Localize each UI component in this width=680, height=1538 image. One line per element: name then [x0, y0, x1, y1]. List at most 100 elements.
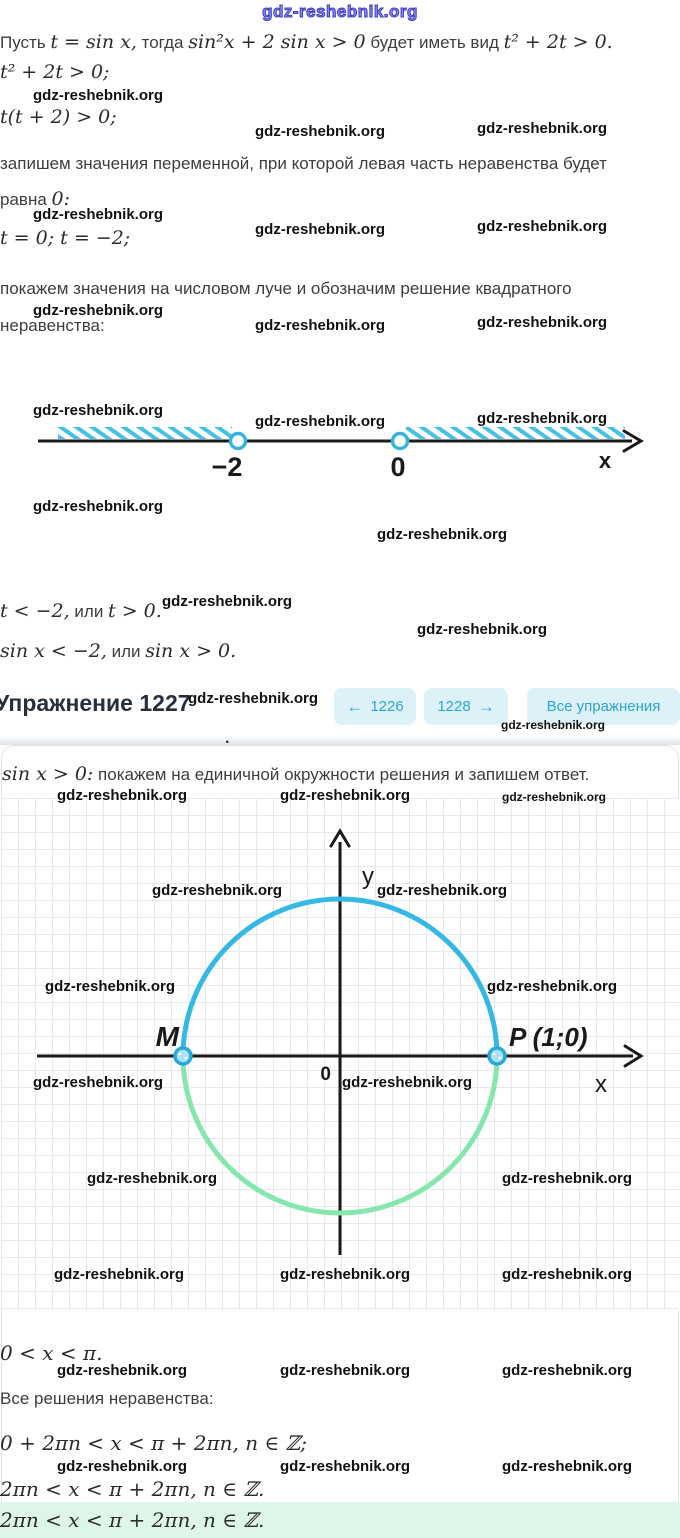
explanation-text: или — [69, 602, 109, 621]
watermark: gdz-reshebnik.org — [152, 882, 283, 899]
explanation-text: или — [106, 642, 146, 661]
watermark: gdz-reshebnik.org — [377, 882, 508, 899]
watermark: gdz-reshebnik.org — [477, 314, 608, 331]
watermark: gdz-reshebnik.org — [262, 2, 418, 22]
point-label-zero: 0 — [390, 452, 405, 482]
equation: 2πn < x < π + 2πn, n ∈ ℤ. — [0, 1477, 265, 1501]
explanation-line: неравенства: — [0, 316, 105, 336]
watermark: gdz-reshebnik.org — [280, 1458, 411, 1475]
explanation-text: равна — [0, 190, 52, 209]
upper-semicircle-arc-highlighted — [180, 896, 500, 1057]
statement-text: тогда — [136, 33, 189, 52]
arrow-left-icon: ← — [346, 697, 364, 716]
equation: sin x > 0: — [2, 763, 94, 785]
equation-line: t < −2, или t > 0. — [0, 600, 162, 622]
explanation-text: Все решения неравенства: — [0, 1389, 214, 1408]
marker-dot — [178, 1052, 182, 1056]
final-answer-highlight: 2πn < x < π + 2πn, n ∈ ℤ. — [0, 1502, 680, 1538]
next-exercise-button[interactable]: 1228 → — [424, 688, 508, 725]
watermark: gdz-reshebnik.org — [33, 302, 164, 319]
shaded-interval-right — [406, 427, 625, 439]
watermark: gdz-reshebnik.org — [162, 593, 293, 610]
statement-math: t = sin x, — [50, 31, 137, 53]
equation: t < −2, — [0, 600, 70, 622]
equation-line: 2πn < x < π + 2πn, n ∈ ℤ. — [0, 1477, 264, 1501]
stray-period: . — [225, 730, 230, 747]
statement-line: Пусть t = sin x, тогда sin²x + 2 sin x >… — [0, 31, 613, 53]
watermark: gdz-reshebnik.org — [280, 1362, 411, 1379]
explanation-line: Все решения неравенства: — [0, 1389, 214, 1409]
explanation-line: sin x > 0: покажем на единичной окружнос… — [2, 763, 589, 785]
all-exercises-button[interactable]: Все упражнения — [527, 688, 680, 725]
watermark: gdz-reshebnik.org — [280, 1266, 411, 1283]
watermark: gdz-reshebnik.org — [33, 87, 164, 104]
point-label-minus2: −2 — [212, 452, 243, 482]
watermark: gdz-reshebnik.org — [377, 526, 508, 543]
watermark: gdz-reshebnik.org — [255, 413, 386, 430]
final-answer: 2πn < x < π + 2πn, n ∈ ℤ. — [0, 1508, 265, 1532]
watermark: gdz-reshebnik.org — [33, 498, 164, 515]
explanation-text: неравенства: — [0, 316, 105, 335]
prev-exercise-number: 1226 — [370, 698, 404, 715]
equation: t > 0. — [108, 600, 162, 622]
point-M-marker — [173, 1046, 193, 1066]
axis-label-x: x — [599, 448, 612, 473]
statement-text: Пусть — [0, 33, 51, 52]
grid-background: y x 0 M P (1;0) — [1, 798, 679, 1310]
statement-math: t² + 2t > 0. — [503, 31, 613, 53]
equation: 0 < x < π. — [0, 1341, 103, 1365]
marker-dot — [184, 1056, 188, 1060]
explanation-line: покажем значения на числовом луче и обоз… — [0, 279, 572, 299]
exercise-title: Упражнение 1227 — [0, 690, 191, 716]
marker-dot — [492, 1052, 496, 1056]
equation: t = 0; t = −2; — [0, 227, 131, 249]
equation: sin x < −2, — [0, 640, 107, 662]
watermark: gdz-reshebnik.org — [57, 1362, 188, 1379]
x-axis-arrow-icon — [623, 1044, 644, 1068]
watermark: gdz-reshebnik.org — [417, 621, 548, 638]
x-axis-label: x — [595, 1071, 607, 1098]
statement-text: будет иметь вид — [365, 33, 504, 52]
watermark: gdz-reshebnik.org — [255, 123, 386, 140]
watermark: gdz-reshebnik.org — [487, 978, 618, 995]
origin-label: 0 — [320, 1064, 331, 1085]
axis-arrow-icon — [622, 429, 644, 453]
point-P-marker — [487, 1046, 507, 1066]
equation: t(t + 2) > 0; — [0, 106, 117, 128]
watermark: gdz-reshebnik.org — [502, 790, 607, 804]
watermark: gdz-reshebnik.org — [502, 1266, 633, 1283]
y-axis-label: y — [362, 863, 374, 890]
point-M-label: M — [156, 1021, 180, 1052]
watermark: gdz-reshebnik.org — [54, 1266, 185, 1283]
next-exercise-number: 1228 — [437, 698, 471, 715]
equation: sin x > 0. — [145, 640, 237, 662]
number-line-figure: −2 0 x — [38, 427, 644, 482]
watermark: gdz-reshebnik.org — [502, 1170, 633, 1187]
watermark: gdz-reshebnik.org — [33, 402, 164, 419]
y-axis-arrow-icon — [329, 828, 351, 848]
watermark: gdz-reshebnik.org — [57, 787, 188, 804]
marker-dot — [498, 1056, 502, 1060]
equation: 0 + 2πn < x < π + 2πn, n ∈ ℤ; — [0, 1431, 307, 1455]
explanation-text: запишем значения переменной, при которой… — [0, 154, 607, 173]
shaded-interval-left — [58, 427, 232, 439]
equation-line: t = 0; t = −2; — [0, 227, 130, 249]
watermark: gdz-reshebnik.org — [255, 317, 386, 334]
explanation-line: запишем значения переменной, при которой… — [0, 154, 607, 174]
open-point-minus2 — [228, 431, 248, 451]
watermark: gdz-reshebnik.org — [501, 718, 606, 732]
watermark: gdz-reshebnik.org — [342, 1074, 473, 1091]
equation-line: sin x < −2, или sin x > 0. — [0, 640, 236, 662]
equation-line: t(t + 2) > 0; — [0, 106, 117, 128]
equation-line: 0 + 2πn < x < π + 2πn, n ∈ ℤ; — [0, 1431, 307, 1455]
watermark: gdz-reshebnik.org — [502, 1458, 633, 1475]
watermark: gdz-reshebnik.org — [477, 120, 608, 137]
arrow-right-icon: → — [477, 697, 495, 716]
watermark: gdz-reshebnik.org — [188, 690, 319, 707]
watermark: gdz-reshebnik.org — [280, 787, 411, 804]
open-point-zero — [390, 431, 410, 451]
explanation-text: покажем значения на числовом луче и обоз… — [0, 279, 572, 298]
prev-exercise-button[interactable]: ← 1226 — [334, 688, 416, 725]
unit-circle-figure: y x 0 M P (1;0) — [37, 828, 644, 1255]
